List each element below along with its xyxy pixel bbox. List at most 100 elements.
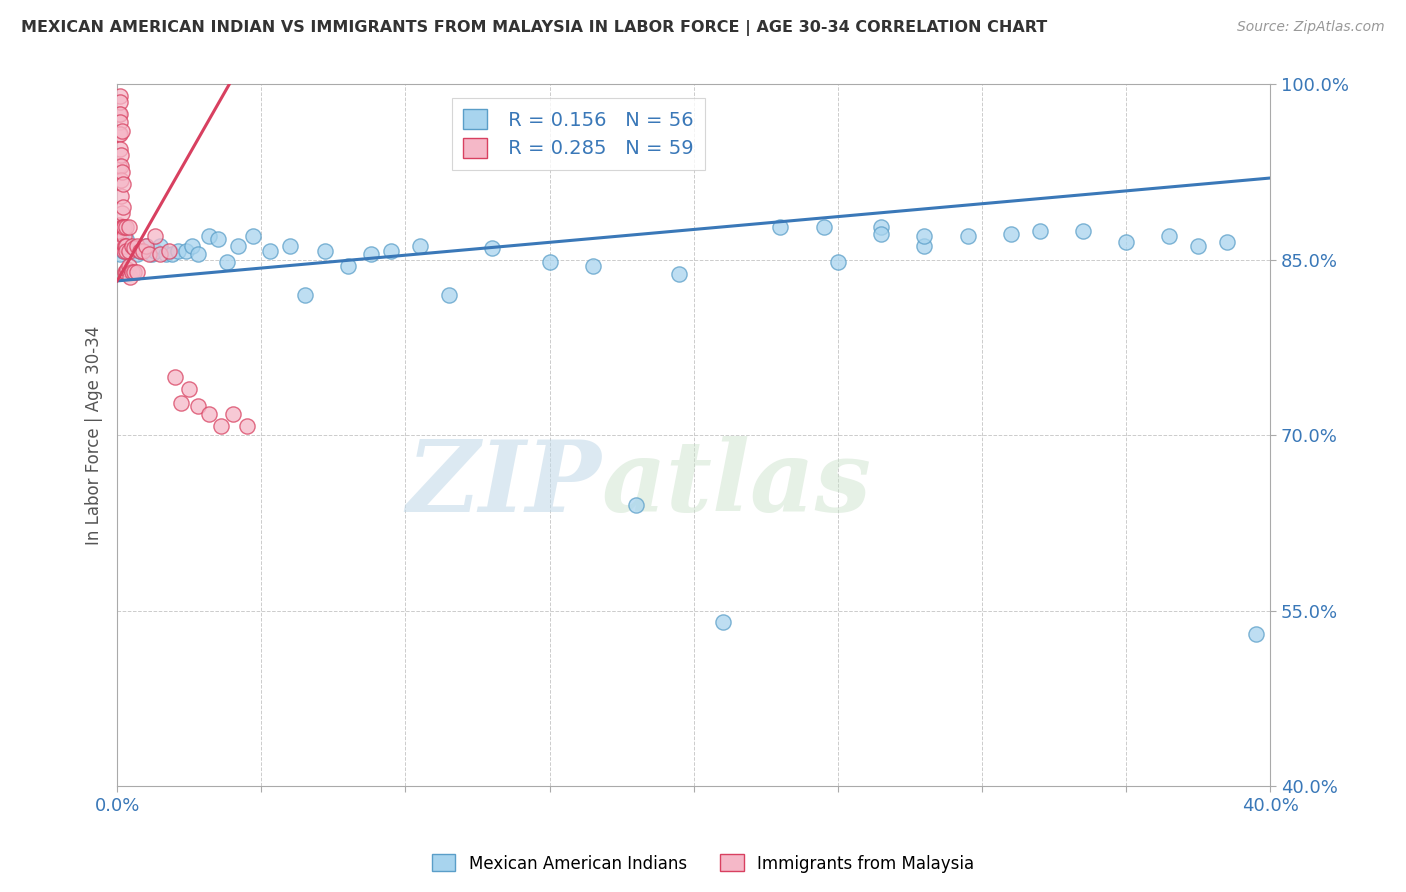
Point	[538, 255, 561, 269]
Point	[163, 369, 186, 384]
Point	[114, 264, 136, 278]
Point	[124, 241, 146, 255]
Point	[110, 188, 132, 202]
Point	[1216, 235, 1239, 250]
Point	[114, 239, 136, 253]
Point	[259, 244, 281, 258]
Point	[215, 255, 238, 269]
Point	[107, 218, 129, 232]
Point	[112, 229, 135, 244]
Point	[242, 229, 264, 244]
Point	[813, 220, 835, 235]
Point	[149, 247, 172, 261]
Point	[912, 229, 935, 244]
Point	[108, 106, 131, 120]
Point	[111, 224, 134, 238]
Point	[149, 239, 172, 253]
Point	[111, 220, 134, 235]
Point	[409, 239, 432, 253]
Point	[336, 259, 359, 273]
Point	[278, 239, 301, 253]
Point	[127, 247, 149, 261]
Point	[121, 244, 143, 258]
Point	[135, 239, 157, 253]
Point	[141, 247, 163, 261]
Point	[181, 239, 204, 253]
Point	[1071, 224, 1094, 238]
Point	[117, 262, 139, 277]
Point	[143, 244, 166, 258]
Point	[711, 615, 734, 630]
Point	[121, 239, 143, 253]
Point	[108, 89, 131, 103]
Point	[1244, 627, 1267, 641]
Point	[110, 165, 132, 179]
Point	[107, 224, 129, 238]
Point	[132, 244, 155, 258]
Text: ZIP: ZIP	[406, 436, 602, 533]
Point	[582, 259, 605, 273]
Point	[221, 407, 243, 421]
Point	[108, 159, 131, 173]
Point	[118, 239, 141, 253]
Point	[111, 239, 134, 253]
Point	[769, 220, 792, 235]
Point	[110, 159, 132, 173]
Point	[1115, 235, 1137, 250]
Point	[121, 264, 143, 278]
Point	[127, 264, 149, 278]
Legend:  R = 0.156   N = 56,  R = 0.285   N = 59: R = 0.156 N = 56, R = 0.285 N = 59	[451, 97, 706, 169]
Point	[1159, 229, 1181, 244]
Point	[143, 229, 166, 244]
Point	[110, 124, 132, 138]
Text: MEXICAN AMERICAN INDIAN VS IMMIGRANTS FROM MALAYSIA IN LABOR FORCE | AGE 30-34 C: MEXICAN AMERICAN INDIAN VS IMMIGRANTS FR…	[21, 20, 1047, 36]
Point	[624, 499, 647, 513]
Point	[108, 229, 131, 244]
Point	[110, 173, 132, 187]
Point	[108, 106, 131, 120]
Point	[481, 241, 503, 255]
Point	[956, 229, 979, 244]
Point	[115, 232, 138, 246]
Point	[380, 244, 402, 258]
Point	[1000, 227, 1022, 241]
Point	[912, 239, 935, 253]
Point	[118, 259, 141, 273]
Point	[108, 95, 131, 109]
Point	[870, 220, 893, 235]
Legend: Mexican American Indians, Immigrants from Malaysia: Mexican American Indians, Immigrants fro…	[426, 847, 980, 880]
Point	[360, 247, 382, 261]
Point	[120, 270, 142, 285]
Point	[160, 247, 183, 261]
Point	[129, 244, 152, 258]
Point	[226, 239, 249, 253]
Point	[236, 419, 259, 434]
Point	[135, 239, 157, 253]
Point	[111, 200, 134, 214]
Point	[108, 115, 131, 129]
Point	[187, 247, 209, 261]
Point	[1029, 224, 1052, 238]
Point	[115, 220, 138, 235]
Point	[107, 229, 129, 244]
Point	[111, 220, 134, 235]
Point	[111, 206, 134, 220]
Point	[314, 244, 336, 258]
Point	[207, 232, 229, 246]
Point	[870, 227, 893, 241]
Point	[155, 247, 177, 261]
Point	[111, 177, 134, 191]
Point	[187, 399, 209, 413]
Point	[110, 147, 132, 161]
Point	[108, 142, 131, 156]
Text: Source: ZipAtlas.com: Source: ZipAtlas.com	[1237, 20, 1385, 34]
Point	[115, 264, 138, 278]
Point	[111, 244, 134, 258]
Point	[198, 229, 221, 244]
Point	[108, 247, 131, 261]
Point	[115, 244, 138, 258]
Point	[209, 419, 232, 434]
Text: atlas: atlas	[602, 436, 872, 533]
Point	[157, 244, 180, 258]
Point	[108, 127, 131, 141]
